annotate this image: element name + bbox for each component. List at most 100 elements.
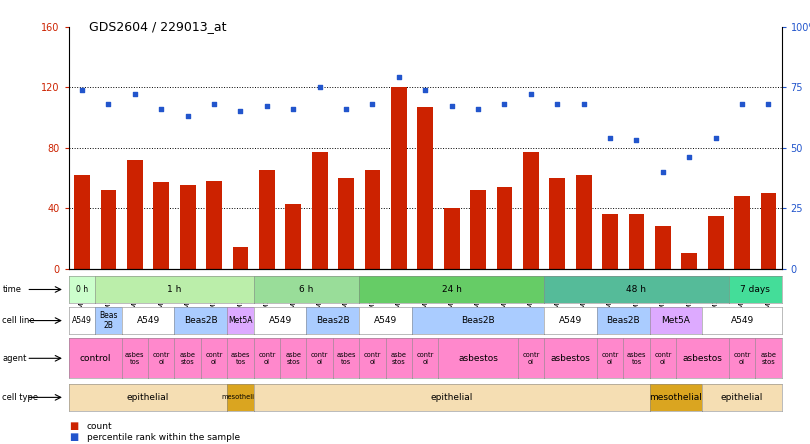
Text: 24 h: 24 h xyxy=(441,285,462,294)
Text: Beas2B: Beas2B xyxy=(607,316,640,325)
Text: contr
ol: contr ol xyxy=(416,352,434,365)
Text: asbe
stos: asbe stos xyxy=(761,352,777,365)
Text: asbestos: asbestos xyxy=(551,354,590,363)
Text: asbes
tos: asbes tos xyxy=(231,352,250,365)
Text: contr
ol: contr ol xyxy=(654,352,671,365)
Bar xyxy=(127,160,143,269)
Text: A549: A549 xyxy=(731,316,753,325)
Point xyxy=(207,100,220,107)
Point xyxy=(392,74,405,81)
Bar xyxy=(629,214,645,269)
Text: agent: agent xyxy=(2,354,27,363)
Point xyxy=(551,100,564,107)
Text: count: count xyxy=(87,422,113,431)
Bar xyxy=(232,247,249,269)
Point xyxy=(603,135,616,142)
Bar xyxy=(655,226,671,269)
Text: contr
ol: contr ol xyxy=(522,352,539,365)
Bar xyxy=(100,190,117,269)
Text: contr
ol: contr ol xyxy=(733,352,751,365)
Point xyxy=(710,135,723,142)
Point xyxy=(656,168,669,175)
Bar xyxy=(444,208,459,269)
Point xyxy=(181,113,194,120)
Text: control: control xyxy=(79,354,111,363)
Bar xyxy=(153,182,169,269)
Text: 7 days: 7 days xyxy=(740,285,770,294)
Text: percentile rank within the sample: percentile rank within the sample xyxy=(87,433,240,442)
Text: contr
ol: contr ol xyxy=(601,352,619,365)
Text: epithelial: epithelial xyxy=(127,393,169,402)
Point xyxy=(128,91,141,98)
Bar xyxy=(391,87,407,269)
Text: A549: A549 xyxy=(136,316,160,325)
Text: contr
ol: contr ol xyxy=(152,352,170,365)
Text: epithelial: epithelial xyxy=(430,393,473,402)
Text: asbe
stos: asbe stos xyxy=(391,352,407,365)
Text: asbestos: asbestos xyxy=(683,354,723,363)
Bar xyxy=(734,196,750,269)
Point xyxy=(446,103,458,110)
Text: asbes
tos: asbes tos xyxy=(125,352,145,365)
Text: cell type: cell type xyxy=(2,393,39,402)
Text: A549: A549 xyxy=(72,316,92,325)
Point xyxy=(260,103,273,110)
Text: A549: A549 xyxy=(559,316,582,325)
Text: mesothelial: mesothelial xyxy=(221,394,260,400)
Point xyxy=(313,83,326,91)
Point xyxy=(155,105,168,112)
Text: Beas
2B: Beas 2B xyxy=(99,311,117,330)
Bar xyxy=(285,204,301,269)
Bar xyxy=(75,175,90,269)
Text: cell line: cell line xyxy=(2,316,35,325)
Text: A549: A549 xyxy=(374,316,397,325)
Bar xyxy=(549,178,565,269)
Text: contr
ol: contr ol xyxy=(364,352,382,365)
Bar xyxy=(497,187,513,269)
Text: 6 h: 6 h xyxy=(299,285,313,294)
Bar xyxy=(523,152,539,269)
Bar xyxy=(206,181,222,269)
Point xyxy=(339,105,352,112)
Point xyxy=(102,100,115,107)
Text: asbes
tos: asbes tos xyxy=(336,352,356,365)
Bar xyxy=(338,178,354,269)
Text: ■: ■ xyxy=(69,421,78,431)
Text: mesothelial: mesothelial xyxy=(650,393,702,402)
Text: asbe
stos: asbe stos xyxy=(180,352,196,365)
Point xyxy=(524,91,537,98)
Text: asbe
stos: asbe stos xyxy=(285,352,301,365)
Text: contr
ol: contr ol xyxy=(258,352,275,365)
Text: epithelial: epithelial xyxy=(721,393,763,402)
Point xyxy=(735,100,748,107)
Point xyxy=(762,100,775,107)
Bar xyxy=(602,214,618,269)
Bar xyxy=(259,170,275,269)
Point xyxy=(630,137,643,144)
Text: contr
ol: contr ol xyxy=(311,352,328,365)
Bar xyxy=(417,107,433,269)
Point xyxy=(75,86,88,93)
Text: Beas2B: Beas2B xyxy=(184,316,218,325)
Point xyxy=(683,154,696,161)
Text: Met5A: Met5A xyxy=(228,316,253,325)
Text: 1 h: 1 h xyxy=(167,285,181,294)
Text: GDS2604 / 229013_at: GDS2604 / 229013_at xyxy=(89,20,227,33)
Point xyxy=(419,86,432,93)
Point xyxy=(366,100,379,107)
Bar xyxy=(470,190,486,269)
Point xyxy=(498,100,511,107)
Point xyxy=(471,105,484,112)
Text: contr
ol: contr ol xyxy=(206,352,223,365)
Text: time: time xyxy=(2,285,21,294)
Point xyxy=(287,105,300,112)
Point xyxy=(578,100,590,107)
Text: Beas2B: Beas2B xyxy=(461,316,495,325)
Bar xyxy=(312,152,327,269)
Bar xyxy=(364,170,381,269)
Text: asbestos: asbestos xyxy=(458,354,498,363)
Text: 0 h: 0 h xyxy=(76,285,88,294)
Text: asbes
tos: asbes tos xyxy=(627,352,646,365)
Text: ■: ■ xyxy=(69,432,78,442)
Text: Met5A: Met5A xyxy=(662,316,690,325)
